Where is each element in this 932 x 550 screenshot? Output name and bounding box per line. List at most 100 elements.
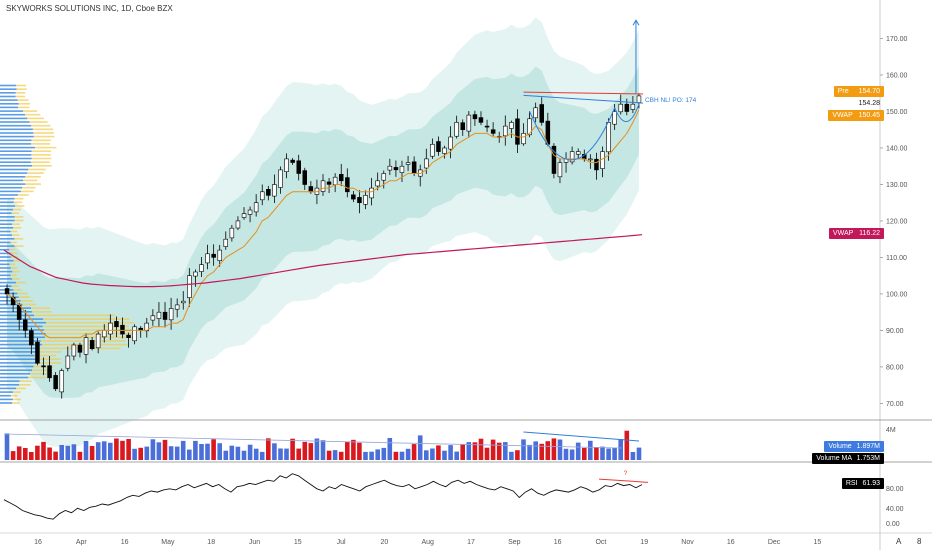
volume-bar [582,447,587,460]
volume-profile-bar [0,267,11,269]
volume-bar [545,441,551,460]
volume-bar [114,438,119,460]
vwap-lines-layer [3,109,643,339]
volume-bar [448,445,453,460]
volume-profile-bar [0,208,13,211]
candle-body [332,176,338,185]
volume-bar [150,439,156,460]
volume-bar [35,445,40,460]
candles-layer [4,93,642,399]
volume-profile-bar [12,402,20,404]
candle-body [308,186,314,193]
volume-profile-bar [0,398,13,401]
candle-body [29,330,34,346]
candle-body [272,184,277,197]
candle-body [35,341,40,364]
candle-body [302,170,307,185]
volume-profile-bar [0,84,17,87]
long-vwap-line [3,234,643,288]
volume-bar [557,439,563,460]
volume-divergence-line [523,431,640,442]
footer-letter-b[interactable]: 8 [917,537,922,546]
candle-body [266,189,271,196]
volume-profile-bar [12,391,21,393]
price-badge-pre-label: Pre [837,88,849,95]
volume-profile-bar [42,325,129,328]
volume-profile-bar [0,110,23,112]
volume-profile-bar [0,88,17,90]
volume-profile-bar [0,186,23,189]
volume-profile-bar [0,380,20,382]
time-tick-label: 16 [34,539,42,546]
volume-profile-bar [19,384,31,386]
volume-bar [10,451,16,460]
candle-body [345,177,350,193]
volume-profile-bar [0,362,38,364]
volume-profile-bar [0,227,14,229]
volume-profile-bar [0,354,35,357]
volume-bar [363,451,368,460]
volume-profile-bar [32,165,52,167]
candle-body [65,355,71,369]
volume-bar [375,449,380,460]
volume-profile-bar [0,201,14,204]
footer-letter-a[interactable]: A [896,537,902,546]
volume-profile-bar [13,201,23,204]
volume-bar [47,447,52,460]
price-tick-label: 170.00 [886,36,908,43]
price-tick-label: 150.00 [886,109,908,116]
volume-bar [417,435,423,460]
volume-bar [59,445,64,460]
candle-body [424,158,429,169]
volume-profile-bar [10,230,18,233]
volume-profile-bar [0,376,29,379]
time-tick-label: 17 [467,539,475,546]
volume-bar [606,448,611,460]
volume-profile-bar [31,143,50,145]
candle-body [229,227,235,239]
price-badge-vwap-long: VWAP 116.22 [828,228,884,239]
volume-bar [588,440,593,460]
volume-profile-bar [0,113,25,116]
price-badge-pre-value: 154.70 [858,88,880,95]
candle-body [296,160,301,174]
candle-body [114,321,119,328]
volume-bar [223,450,229,460]
candle-body [120,324,125,335]
rsi-tick-label: 80.00 [886,486,904,493]
candle-body [326,181,332,185]
price-badge-pre: Pre 154.70 [833,86,884,97]
volume-bar [156,442,162,460]
candle-body [490,129,496,134]
price-tick-label: 140.00 [886,145,908,152]
volume-profile-bar [0,394,11,397]
volume-profile-bar [18,106,30,109]
volume-legend-value: 1.897M [856,443,880,450]
volume-bar [624,430,630,460]
volume-profile-bar [0,95,16,98]
time-tick-label: Nov [681,539,694,546]
candle-body [575,151,581,155]
volume-bar [478,438,484,460]
volume-profile-bar [0,270,13,273]
volume-bar [241,450,247,460]
rsi-divergence-line [599,478,649,483]
volume-bar [308,443,314,460]
volume-profile-bar [9,248,15,251]
volume-profile-bar [14,245,24,247]
volume-bar [442,450,447,460]
candle-body [557,162,563,178]
volume-profile-bar [22,303,37,306]
candle-body [405,162,411,165]
volume-profile-bar [44,329,132,331]
volume-bar [436,445,441,460]
resistance-line [523,91,643,95]
price-tick-label: 130.00 [886,182,908,189]
candle-body [168,308,174,321]
volume-profile-bar [0,325,43,328]
volume-profile-bar [18,296,30,298]
volume-profile-bar [0,238,15,240]
volume-profile-bar [0,150,32,152]
target-arrow-head [632,19,640,26]
volume-bar [193,440,198,460]
